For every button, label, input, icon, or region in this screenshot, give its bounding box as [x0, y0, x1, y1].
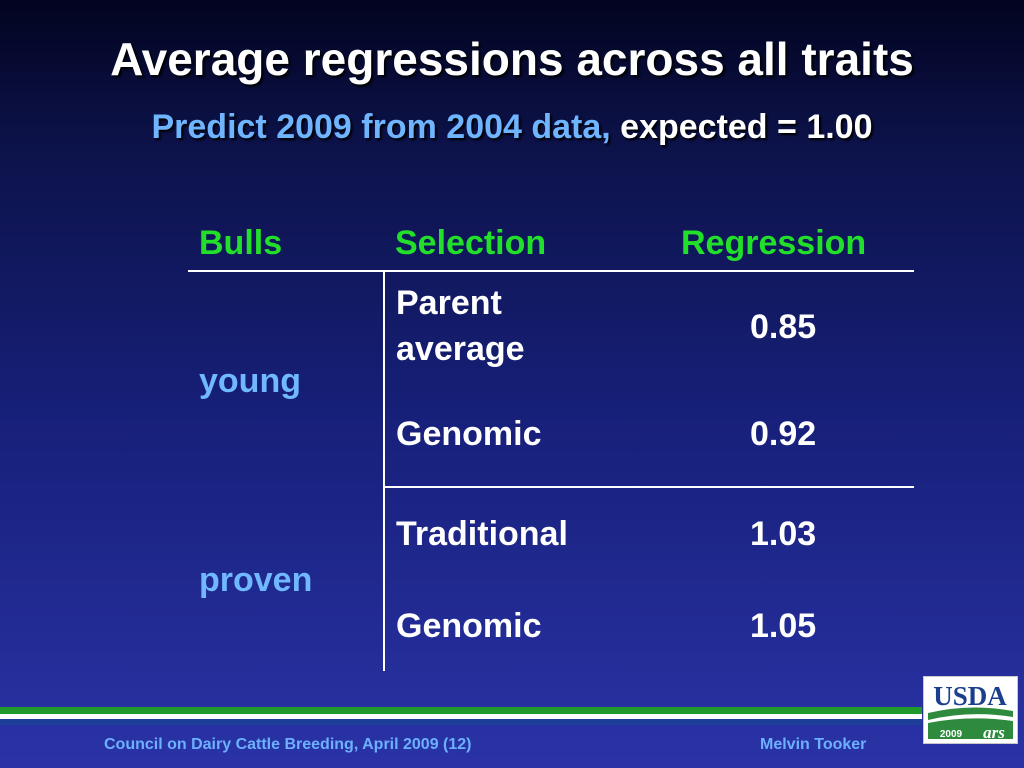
usda-logo-text: USDA [933, 681, 1007, 711]
logo-year: 2009 [940, 729, 963, 740]
footer-meeting: Council on Dairy Cattle Breeding, April … [104, 736, 472, 753]
header-divider [188, 270, 914, 272]
selection-line1: Parent [396, 284, 502, 322]
footer-stripe-white [0, 714, 922, 719]
logo-field-icon [928, 718, 1013, 739]
selection-proven-traditional: Traditional [396, 515, 568, 553]
subtitle-prediction: Predict 2009 from 2004 data, [151, 108, 611, 146]
selection-parent-average: Parent average [396, 280, 525, 372]
bulls-young: young [199, 362, 301, 400]
regression-value: 0.85 [750, 304, 816, 350]
slide-title: Average regressions across all traits [110, 33, 914, 85]
header-selection: Selection [395, 224, 547, 262]
regression-young-parent: 0.85 [750, 308, 817, 346]
selection-proven-genomic: Genomic [396, 607, 542, 645]
regression-proven-traditional: 1.03 [750, 515, 817, 553]
regression-value: 0.92 [750, 411, 816, 457]
group-divider [384, 486, 914, 488]
selection-genomic: Genomic [396, 603, 541, 649]
selection-genomic: Genomic [396, 411, 541, 457]
regression-value: 1.05 [750, 603, 816, 649]
footer-stripe-blue [0, 719, 922, 725]
header-bulls: Bulls [199, 224, 283, 262]
regression-young-genomic: 0.92 [750, 415, 817, 453]
logo-swoosh-icon [928, 707, 1013, 720]
logo-agency: ars [983, 723, 1005, 742]
column-divider [383, 271, 385, 671]
header-regression: Regression [681, 224, 867, 262]
slide-subtitle: Predict 2009 from 2004 data, expected = … [0, 108, 1024, 147]
usda-logo: USDA 2009 ars [923, 676, 1018, 744]
selection-young-genomic: Genomic [396, 415, 542, 453]
usda-logo-graphic: USDA 2009 ars [928, 681, 1013, 742]
regression-proven-genomic: 1.05 [750, 607, 817, 645]
bulls-proven: proven [199, 561, 313, 599]
regression-value: 1.03 [750, 511, 816, 557]
selection-line2: average [396, 330, 525, 368]
footer-stripe-green [0, 707, 922, 714]
footer-author: Melvin Tooker [760, 736, 867, 753]
subtitle-expected: expected = 1.00 [620, 108, 873, 146]
selection-traditional: Traditional [396, 511, 568, 557]
